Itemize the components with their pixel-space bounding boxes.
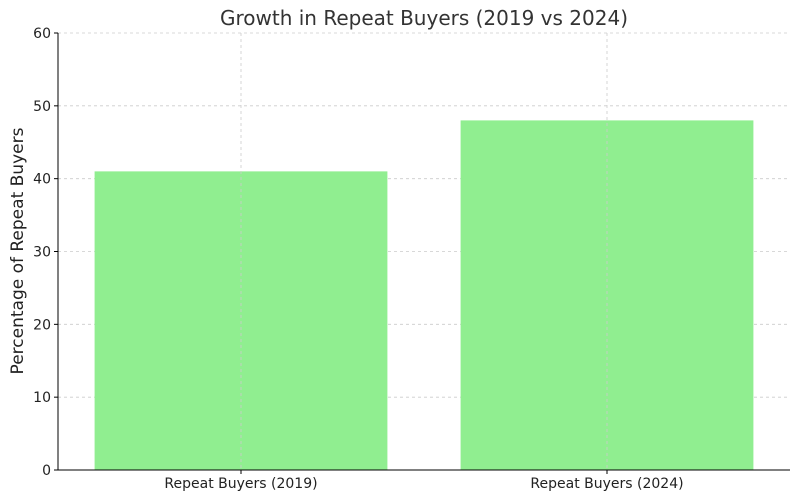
bars-layer	[94, 120, 754, 471]
y-tick-label: 40	[33, 172, 51, 188]
y-tick-label: 0	[42, 463, 51, 479]
y-tick-label: 50	[33, 99, 51, 115]
x-tick-label: Repeat Buyers (2024)	[530, 476, 683, 492]
y-axis-label: Percentage of Repeat Buyers	[8, 127, 28, 374]
y-tick-label: 10	[33, 390, 51, 406]
x-grid-layer	[240, 33, 608, 470]
y-tick-label: 30	[33, 245, 51, 261]
y-tick-label: 60	[33, 26, 51, 42]
x-tick-label: Repeat Buyers (2019)	[164, 476, 317, 492]
chart-title: Growth in Repeat Buyers (2019 vs 2024)	[220, 6, 628, 30]
x-ticks-layer: Repeat Buyers (2019) Repeat Buyers (2024)	[164, 470, 684, 492]
y-tick-label: 20	[33, 317, 51, 333]
y-ticks-layer: 0 10 20 30 40 50 60	[33, 26, 58, 479]
